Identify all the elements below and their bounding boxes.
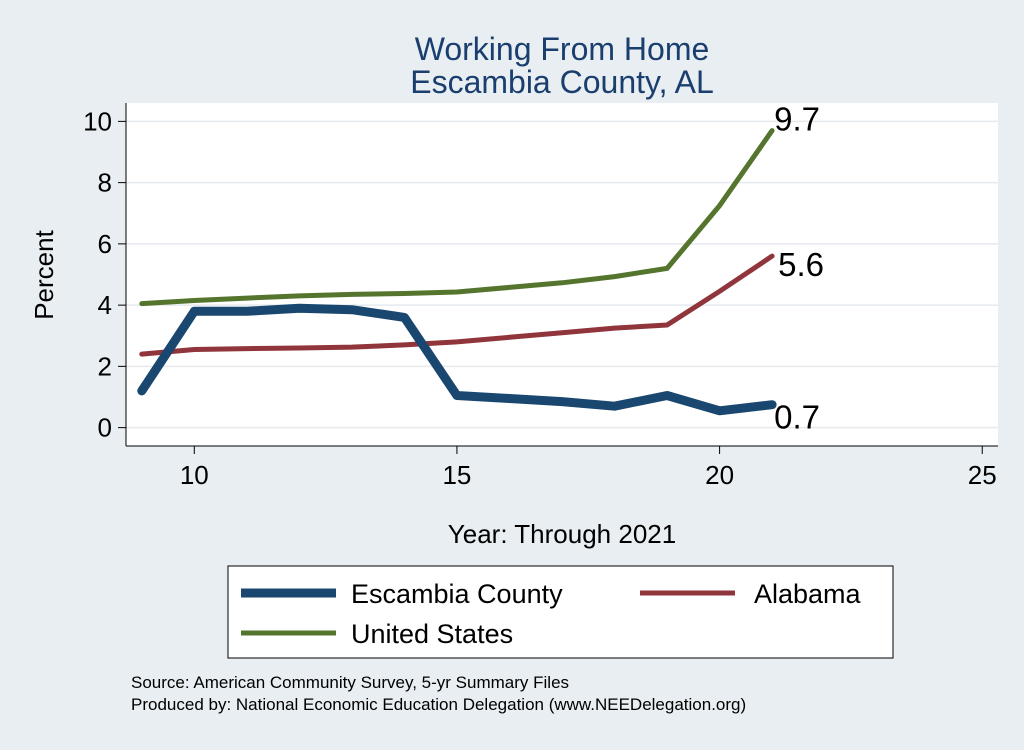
x-axis-label: Year: Through 2021: [448, 519, 676, 549]
legend-box: [227, 565, 894, 659]
chart-title: Working From Home: [415, 31, 710, 67]
series-lines: [137, 128, 777, 416]
axes: 0 2 4 6 8 10 10 15 20 25: [83, 103, 998, 490]
x-tick-label: 15: [442, 460, 471, 490]
legend-label-alabama: Alabama: [754, 579, 862, 609]
series-line-escambia-county: [137, 303, 777, 416]
legend-label-escambia-county: Escambia County: [351, 579, 563, 609]
x-tick-label: 20: [705, 460, 734, 490]
legend: Escambia County Alabama United States: [227, 565, 894, 659]
series-line-alabama: [139, 253, 775, 357]
y-tick-label: 10: [83, 106, 112, 136]
end-labels: 0.7 5.6 9.7: [774, 101, 824, 436]
y-tick-label: 4: [98, 290, 112, 320]
y-tick-label: 2: [98, 351, 112, 381]
y-tick-label: 6: [98, 229, 112, 259]
x-tick-label: 25: [968, 460, 997, 490]
end-value-label: 9.7: [774, 101, 820, 138]
end-value-label: 0.7: [774, 399, 820, 436]
x-tick-label: 10: [180, 460, 209, 490]
series-line-united-states: [139, 128, 775, 307]
legend-label-united-states: United States: [351, 619, 513, 649]
grid-lines: [126, 120, 998, 429]
plot-area: [126, 103, 998, 446]
end-value-label: 5.6: [778, 246, 824, 283]
y-tick-label: 0: [98, 413, 112, 443]
y-axis-label: Percent: [29, 229, 59, 319]
source-line: Source: American Community Survey, 5-yr …: [131, 673, 569, 692]
produced-by-line: Produced by: National Economic Education…: [131, 695, 746, 714]
chart-subtitle: Escambia County, AL: [410, 64, 714, 100]
y-tick-label: 8: [98, 168, 112, 198]
